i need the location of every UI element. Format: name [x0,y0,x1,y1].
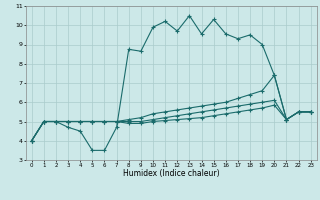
X-axis label: Humidex (Indice chaleur): Humidex (Indice chaleur) [123,169,220,178]
